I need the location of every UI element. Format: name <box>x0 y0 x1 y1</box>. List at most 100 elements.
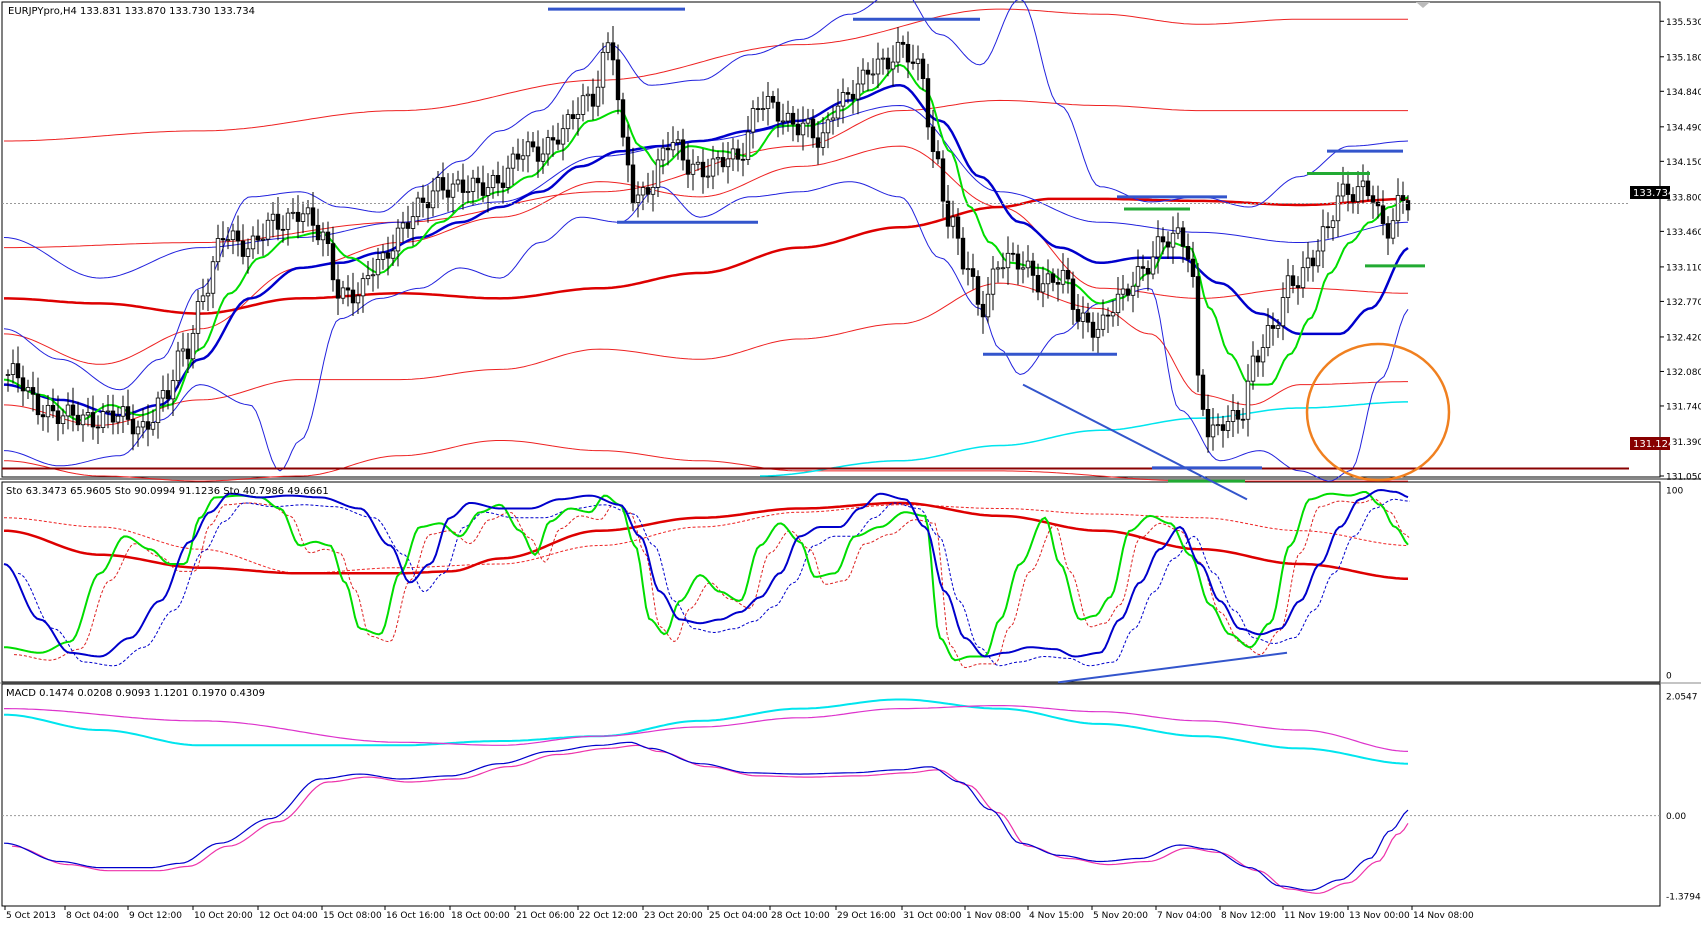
candle-36 <box>180 332 186 367</box>
candle-144 <box>720 142 726 173</box>
stochastic-header: Sto 63.3473 65.9605 Sto 90.0994 91.1236 … <box>6 486 329 497</box>
time-tick-label: 25 Oct 04:00 <box>709 911 768 921</box>
support-price-label: 131.124 <box>1633 439 1674 450</box>
candle-256 <box>1280 282 1286 341</box>
candle-11 <box>55 395 61 441</box>
candle-6 <box>30 371 36 412</box>
candle-159 <box>795 108 801 143</box>
candle-189 <box>945 184 951 239</box>
candle-21 <box>105 394 111 429</box>
time-tick-label: 22 Oct 12:00 <box>579 911 638 921</box>
candle-252 <box>1260 334 1266 377</box>
candle-217 <box>1085 302 1091 333</box>
candle-198 <box>990 256 996 311</box>
candle-250 <box>1250 341 1256 390</box>
candle-29 <box>145 404 151 447</box>
candle-8 <box>40 404 46 431</box>
candle-98 <box>490 169 496 199</box>
candle-195 <box>975 270 981 316</box>
candle-109 <box>545 129 551 166</box>
candle-102 <box>510 146 516 186</box>
candle-42 <box>210 256 216 309</box>
candle-200 <box>1000 252 1006 279</box>
candle-254 <box>1270 312 1276 346</box>
price-tick-label: 132.080 <box>1666 368 1701 378</box>
candle-1 <box>5 369 11 392</box>
candle-90 <box>450 173 456 213</box>
candle-76 <box>380 244 386 270</box>
price-tick-label: 132.420 <box>1666 333 1701 343</box>
candle-69 <box>345 275 351 307</box>
price-tick-label: 131.050 <box>1666 473 1701 483</box>
time-tick-label: 13 Nov 00:00 <box>1349 911 1410 921</box>
candle-14 <box>70 387 76 432</box>
candle-222 <box>1110 300 1116 327</box>
candle-157 <box>785 100 791 132</box>
candle-156 <box>780 103 786 135</box>
candle-143 <box>715 150 721 176</box>
candle-275 <box>1375 185 1381 219</box>
candle-84 <box>420 184 426 218</box>
candle-210 <box>1050 268 1056 292</box>
time-tick-label: 21 Oct 06:00 <box>516 911 575 921</box>
candle-83 <box>415 191 421 226</box>
price-tick-label: 135.180 <box>1666 53 1701 63</box>
candle-274 <box>1370 185 1376 219</box>
candle-160 <box>800 106 806 151</box>
candle-154 <box>770 90 776 109</box>
candle-116 <box>580 83 586 122</box>
time-tick-label: 4 Nov 15:00 <box>1029 911 1084 921</box>
price-tick-label: 131.740 <box>1666 402 1701 412</box>
candle-221 <box>1105 307 1111 333</box>
candle-131 <box>655 148 661 198</box>
blue-band-line-2 <box>3 181 1409 482</box>
time-tick-label: 8 Oct 04:00 <box>66 911 119 921</box>
time-tick-label: 16 Oct 16:00 <box>386 911 445 921</box>
candle-77 <box>385 236 391 276</box>
candle-162 <box>810 109 816 148</box>
price-tick-label: 132.770 <box>1666 298 1701 308</box>
candle-67 <box>335 264 341 316</box>
candle-50 <box>250 226 256 259</box>
candle-49 <box>245 238 251 274</box>
candle-155 <box>775 88 781 138</box>
candle-145 <box>725 142 731 184</box>
candle-231 <box>1155 220 1161 274</box>
candle-261 <box>1305 242 1311 282</box>
candle-264 <box>1320 209 1326 269</box>
time-tick-label: 28 Oct 10:00 <box>771 911 830 921</box>
candle-280 <box>1400 181 1406 214</box>
candle-24 <box>120 395 126 433</box>
candle-58 <box>290 198 296 220</box>
candle-74 <box>370 257 376 292</box>
candle-211 <box>1055 268 1061 302</box>
scroll-marker-icon <box>1416 2 1430 8</box>
price-tick-label: 131.390 <box>1666 438 1701 448</box>
time-tick-label: 12 Oct 04:00 <box>259 911 318 921</box>
candle-141 <box>705 158 711 189</box>
price-tick-label: 134.840 <box>1666 88 1701 98</box>
cyan-ma-line <box>760 401 1408 477</box>
candle-100 <box>500 165 506 204</box>
time-tick-label: 1 Nov 08:00 <box>966 911 1021 921</box>
candle-65 <box>325 221 331 257</box>
candle-30 <box>150 409 156 436</box>
candle-239 <box>1195 263 1201 393</box>
candle-225 <box>1125 283 1131 302</box>
candle-214 <box>1070 271 1076 325</box>
macd-tick-label: -1.3794 <box>1666 893 1701 903</box>
candle-106 <box>530 131 536 153</box>
candle-146 <box>730 138 736 171</box>
candle-248 <box>1240 408 1246 429</box>
candle-149 <box>745 116 751 166</box>
candle-81 <box>405 205 411 238</box>
candle-105 <box>525 131 531 173</box>
candle-266 <box>1330 215 1336 241</box>
price-tick-label: 133.460 <box>1666 228 1701 238</box>
candle-201 <box>1005 236 1011 285</box>
candle-23 <box>115 407 121 435</box>
candle-103 <box>515 138 521 172</box>
candle-64 <box>320 222 326 257</box>
candle-270 <box>1350 187 1356 214</box>
candle-120 <box>600 42 606 105</box>
